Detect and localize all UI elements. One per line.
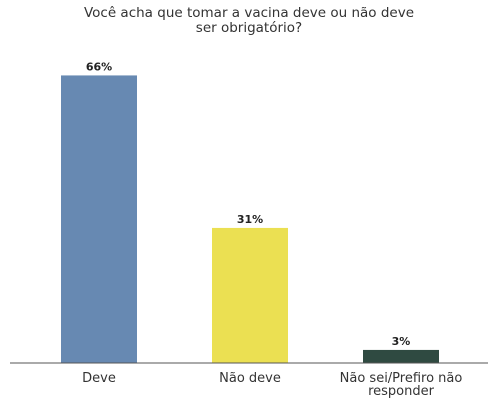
chart-title: Você acha que tomar a vacina deve ou não… [84, 5, 414, 36]
category-label-3-line-1: Não sei/Prefiro não [340, 371, 463, 386]
value-labels: 66% 31% 3% [86, 60, 411, 348]
chart-title-line-1: Você acha que tomar a vacina deve ou não… [84, 5, 414, 21]
value-label-3: 3% [392, 335, 411, 348]
bar-2 [212, 227, 288, 363]
category-label-2: Não deve [219, 371, 281, 386]
value-label-1: 66% [86, 60, 112, 73]
bar-3 [363, 349, 439, 363]
bars [61, 75, 439, 363]
value-label-2: 31% [237, 213, 263, 226]
category-label-3-line-2: responder [368, 384, 435, 399]
chart-title-line-2: ser obrigatório? [196, 20, 302, 36]
bar-1 [61, 75, 137, 363]
category-label-1: Deve [82, 371, 116, 386]
